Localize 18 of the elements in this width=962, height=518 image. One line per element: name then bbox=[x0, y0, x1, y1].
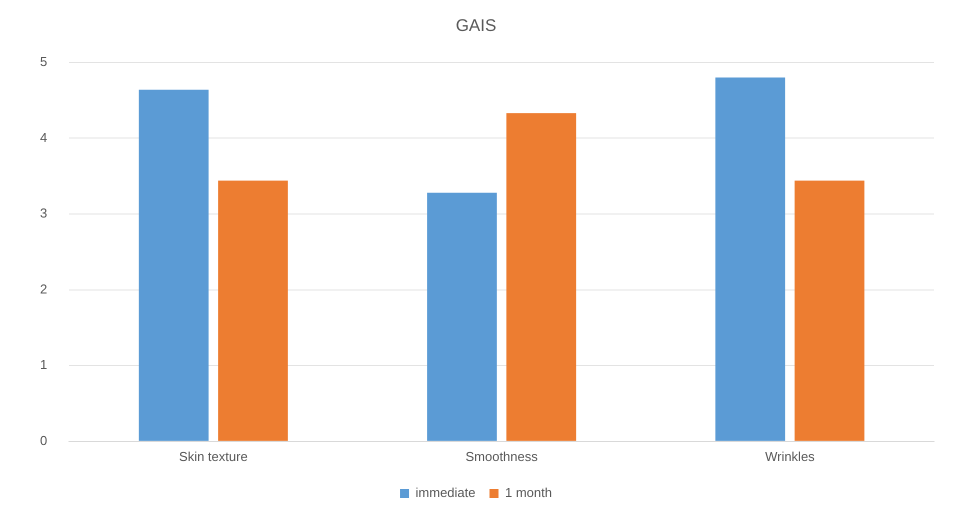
bar bbox=[794, 180, 864, 441]
y-tick-label: 5 bbox=[40, 54, 48, 69]
chart-title: GAIS bbox=[456, 16, 496, 35]
x-tick-label: Wrinkles bbox=[765, 448, 816, 464]
bar bbox=[427, 192, 497, 441]
legend-label: immediate bbox=[416, 485, 476, 500]
bar bbox=[218, 180, 288, 441]
bar bbox=[715, 78, 786, 441]
y-tick-label: 1 bbox=[40, 357, 48, 372]
x-tick-label: Smoothness bbox=[465, 448, 538, 464]
y-tick-label: 2 bbox=[40, 281, 48, 296]
y-tick-label: 3 bbox=[40, 206, 48, 221]
bar bbox=[138, 90, 209, 441]
bar bbox=[506, 113, 576, 441]
y-tick-label: 4 bbox=[40, 130, 48, 145]
x-tick-label: Skin texture bbox=[179, 448, 248, 464]
legend-label: 1 month bbox=[504, 485, 552, 500]
y-tick-label: 0 bbox=[40, 432, 48, 448]
